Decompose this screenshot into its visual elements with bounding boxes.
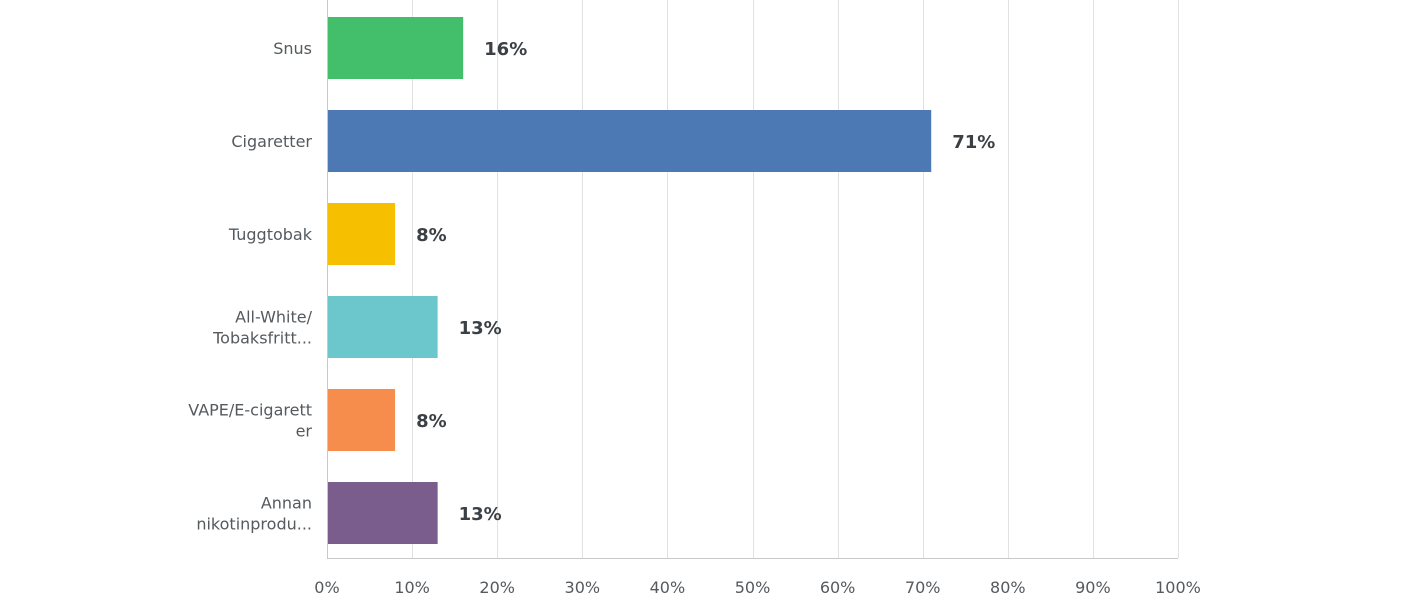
category-label-line: All-White/ [235,308,312,327]
x-tick-label: 50% [735,578,771,597]
category-label-line: Annan [261,494,312,513]
category-label: Cigaretter [231,132,312,151]
bar [328,482,438,544]
category-label-line: Cigaretter [231,132,312,151]
x-tick-label: 20% [479,578,515,597]
x-tick-label: 80% [990,578,1026,597]
bar [328,389,396,451]
x-tick-label: 60% [820,578,856,597]
x-tick-label: 70% [905,578,941,597]
category-label: All-White/Tobaksfritt... [212,308,312,348]
data-label: 16% [484,39,527,60]
bar [328,296,438,358]
x-tick-label: 30% [565,578,601,597]
category-label-line: Snus [273,39,312,58]
data-label: 8% [416,225,447,246]
x-tick-label: 90% [1075,578,1111,597]
x-tick-label: 10% [394,578,430,597]
data-label: 13% [459,318,502,339]
data-label: 13% [459,504,502,525]
x-tick-label: 40% [650,578,686,597]
category-label-line: nikotinprodu... [196,515,312,534]
data-label: 71% [952,132,995,153]
category-label-line: er [296,422,313,441]
category-label: Annan nikotinprodu... [196,494,312,534]
x-tick-label: 0% [314,578,339,597]
category-label: Snus [273,39,312,58]
bar [328,110,932,172]
bar [328,203,396,265]
category-label-line: VAPE/E-cigarett [188,401,312,420]
bar [328,17,464,79]
x-tick-label: 100% [1155,578,1201,597]
data-label: 8% [416,411,447,432]
category-label-line: Tobaksfritt... [212,329,312,348]
category-label: Tuggtobak [228,225,313,244]
category-label: VAPE/E-cigarett er [188,401,312,441]
category-label-line: Tuggtobak [228,225,313,244]
